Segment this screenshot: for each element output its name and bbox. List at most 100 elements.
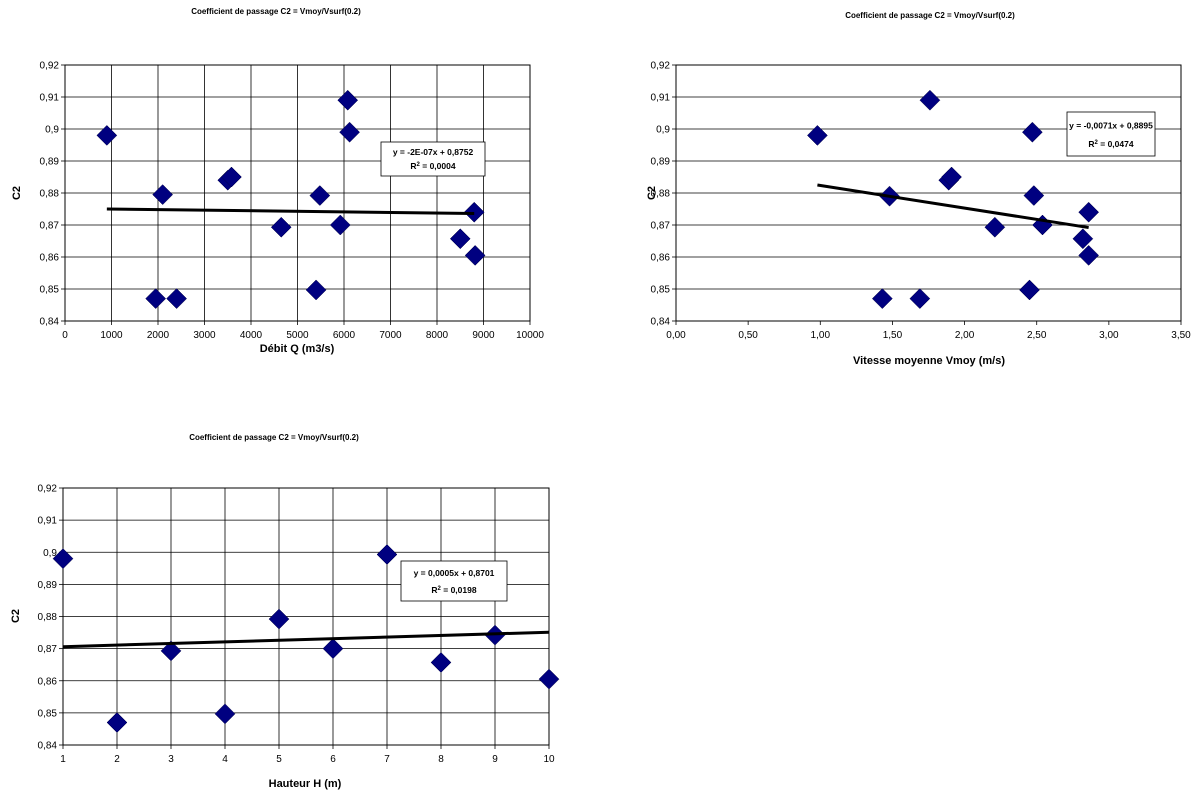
y-tick-label: 0,92 (40, 61, 60, 72)
data-point (96, 125, 118, 146)
data-point (270, 216, 292, 238)
y-axis-label: C2 (10, 609, 22, 623)
r-squared-label: R2 = 0,0198 (431, 585, 476, 595)
x-tick-label: 6 (330, 754, 336, 765)
x-tick-label: 3,00 (1099, 330, 1119, 341)
data-point (160, 640, 182, 662)
x-tick-label: 0 (62, 330, 68, 341)
r-squared-label: R2 = 0,0004 (410, 161, 455, 171)
data-point (52, 548, 74, 570)
trendline-equation: y = -2E-07x + 0,8752 (393, 147, 474, 157)
x-tick-label: 4000 (240, 330, 263, 341)
y-tick-label: 0,88 (38, 612, 58, 623)
data-point (1078, 245, 1100, 266)
y-tick-label: 0,92 (651, 61, 671, 72)
x-tick-label: 8000 (426, 330, 449, 341)
data-point (221, 166, 242, 188)
y-tick-label: 0,84 (40, 317, 60, 328)
data-point (337, 89, 359, 111)
data-point (322, 638, 344, 659)
data-point (909, 288, 931, 309)
x-tick-label: 2,00 (955, 330, 975, 341)
data-point (376, 544, 398, 565)
data-point (464, 245, 486, 266)
x-tick-label: 7 (384, 754, 390, 765)
y-tick-label: 0,86 (38, 676, 58, 687)
x-tick-label: 1000 (100, 330, 123, 341)
y-tick-label: 0,91 (651, 93, 671, 104)
trendline-equation: y = 0,0005x + 0,8701 (414, 568, 495, 578)
y-tick-label: 0,92 (38, 484, 58, 495)
x-tick-label: 3000 (193, 330, 216, 341)
y-axis-label: C2 (646, 186, 658, 200)
x-tick-label: 1 (60, 754, 66, 765)
trendline-equation: y = -0,0071x + 0,8895 (1069, 121, 1153, 131)
y-tick-label: 0,84 (38, 741, 58, 752)
x-tick-label: 1,50 (883, 330, 903, 341)
trendline (62, 630, 550, 649)
y-tick-label: 0,85 (38, 708, 58, 719)
y-tick-label: 0,88 (651, 189, 671, 200)
x-tick-label: 2000 (147, 330, 170, 341)
y-tick-label: 0,9 (43, 548, 57, 559)
x-tick-label: 5 (276, 754, 282, 765)
x-tick-label: 7000 (379, 330, 402, 341)
y-tick-label: 0,87 (38, 644, 58, 655)
data-point (1023, 185, 1045, 206)
y-tick-label: 0,89 (651, 157, 671, 168)
chart-2: Coefficient de passage C2 = Vmoy/Vsurf(0… (646, 11, 1191, 367)
x-axis-label: Vitesse moyenne Vmoy (m/s) (853, 355, 1005, 367)
data-point (106, 712, 128, 733)
y-tick-label: 0,88 (40, 189, 60, 200)
equation-box (400, 560, 508, 602)
y-tick-label: 0,85 (40, 285, 60, 296)
equation-box (380, 141, 486, 177)
data-point (430, 652, 452, 673)
data-point (166, 288, 187, 309)
x-tick-label: 3 (168, 754, 174, 765)
y-tick-label: 0,89 (38, 580, 58, 591)
data-point (1072, 228, 1094, 250)
data-point (941, 166, 962, 188)
y-tick-label: 0,87 (40, 221, 60, 232)
r-squared-label: R2 = 0,0474 (1088, 139, 1133, 149)
x-axis-label: Débit Q (m3/s) (260, 343, 335, 355)
x-tick-label: 5000 (286, 330, 309, 341)
trendline (106, 207, 475, 215)
data-point (305, 279, 327, 301)
data-point (145, 288, 167, 309)
y-tick-label: 0,91 (38, 516, 58, 527)
data-point (268, 608, 290, 630)
x-tick-label: 2,50 (1027, 330, 1047, 341)
y-tick-label: 0,9 (656, 125, 670, 136)
plot-area (62, 487, 550, 746)
y-tick-label: 0,86 (651, 253, 671, 264)
x-tick-label: 9 (492, 754, 498, 765)
y-tick-label: 0,84 (651, 317, 671, 328)
data-point (807, 125, 828, 146)
data-point (538, 668, 560, 690)
y-tick-label: 0,9 (45, 125, 59, 136)
plot-area (64, 64, 531, 322)
data-point (1022, 121, 1043, 143)
x-tick-label: 3,50 (1171, 330, 1191, 341)
y-tick-label: 0,86 (40, 253, 60, 264)
data-point (339, 121, 360, 143)
data-point (214, 703, 236, 725)
data-point (309, 185, 331, 206)
y-tick-label: 0,87 (651, 221, 671, 232)
chart-1: Coefficient de passage C2 = Vmoy/Vsurf(0… (11, 7, 544, 355)
x-tick-label: 10000 (516, 330, 544, 341)
x-axis-label: Hauteur H (m) (269, 778, 342, 790)
data-point (449, 228, 471, 250)
data-point (871, 288, 893, 309)
x-tick-label: 0,00 (666, 330, 686, 341)
data-point (1019, 279, 1040, 301)
x-tick-label: 4 (222, 754, 228, 765)
chart-3: Coefficient de passage C2 = Vmoy/Vsurf(0… (10, 433, 560, 790)
y-tick-label: 0,85 (651, 285, 671, 296)
data-point (919, 89, 941, 111)
chart-title: Coefficient de passage C2 = Vmoy/Vsurf(0… (845, 11, 1015, 20)
plot-area (675, 64, 1182, 322)
